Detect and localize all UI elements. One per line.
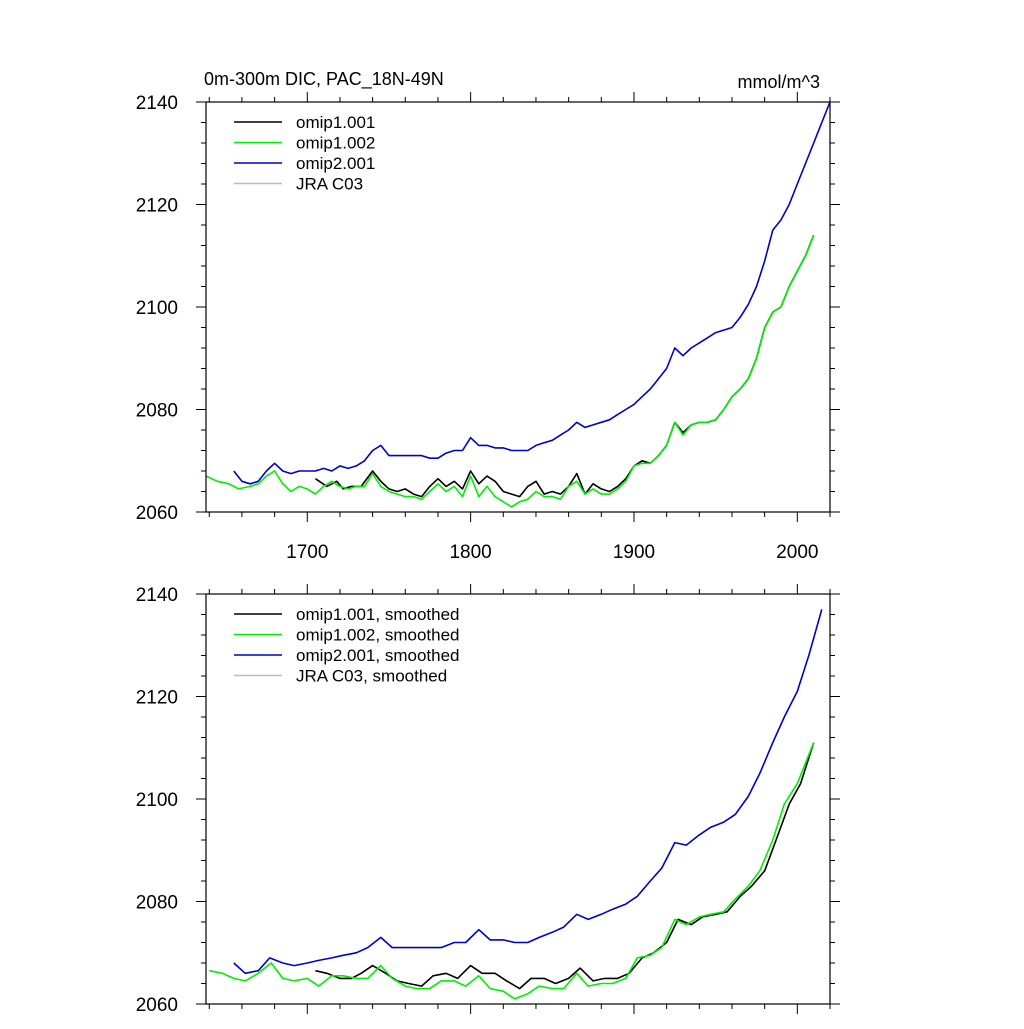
legend-label: omip2.001 xyxy=(296,154,375,173)
y-tick-label: 2060 xyxy=(136,503,178,524)
legend-label: JRA C03 xyxy=(296,175,363,194)
series-group xyxy=(206,101,830,508)
series-line-omip2-001-smoothed xyxy=(233,609,823,975)
series-line-omip1-002-smoothed xyxy=(209,742,815,1000)
legend-label: omip1.001, smoothed xyxy=(296,605,460,624)
legend-label: omip1.002 xyxy=(296,134,375,153)
y-tick-label: 2120 xyxy=(136,688,178,709)
y-tick-label: 2120 xyxy=(136,196,178,217)
chart-panel-1: 2060 2080 2100 2120 2140 1700 1800 1900 2000 0m-3… xyxy=(136,69,840,563)
x-tick-label: 2000 xyxy=(776,542,818,563)
series-line-omip1-001-smoothed xyxy=(315,742,815,990)
series-line-omip1-001 xyxy=(314,235,815,498)
y-tick-label: 2140 xyxy=(136,93,178,114)
legend-label: omip2.001, smoothed xyxy=(296,646,460,665)
series-line-omip1-002 xyxy=(206,235,815,508)
chart-units: mmol/m^3 xyxy=(738,72,820,92)
x-tick-label: 1800 xyxy=(449,542,491,563)
legend-label: JRA C03, smoothed xyxy=(296,667,447,686)
y-tick-label: 2080 xyxy=(136,893,178,914)
x-tick-label: 1700 xyxy=(286,542,328,563)
y-tick-label: 2100 xyxy=(136,298,178,319)
y-tick-label: 2140 xyxy=(136,585,178,606)
x-tick-label: 1900 xyxy=(613,542,655,563)
y-tick-label: 2060 xyxy=(136,995,178,1016)
y-tick-label: 2100 xyxy=(136,790,178,811)
chart-title: 0m-300m DIC, PAC_18N-49N xyxy=(204,69,444,90)
legend-label: omip1.001 xyxy=(296,113,375,132)
legend-label: omip1.002, smoothed xyxy=(296,626,460,645)
y-tick-label: 2080 xyxy=(136,401,178,422)
legend: omip1.001, smoothed omip1.002, smoothedom… xyxy=(234,605,460,686)
series-group xyxy=(209,609,823,1000)
series-line-omip2-001 xyxy=(233,101,830,485)
